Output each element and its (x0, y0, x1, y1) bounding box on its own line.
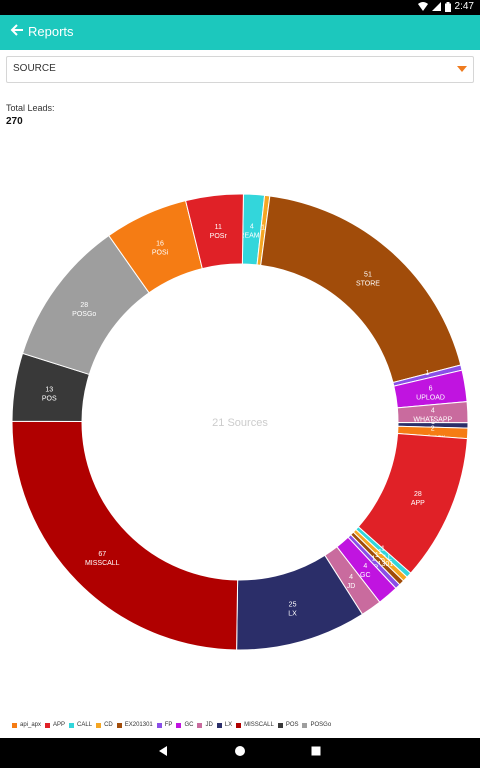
back-triangle-icon (157, 744, 169, 762)
legend-item: GC (176, 722, 193, 728)
legend-label: LX (224, 722, 233, 728)
slice-value-label: 1 (261, 224, 265, 231)
legend-item: POSGo (302, 722, 331, 728)
slice-value-label: 1 (381, 546, 385, 553)
donut-chart: 4REAMS151STORE1SU6UPLOAD4WHATSAPP12api_a… (11, 193, 469, 651)
recents-square-icon (310, 744, 322, 762)
slice-value-label: 13 (45, 386, 53, 393)
legend-item: APP (45, 722, 65, 728)
slice-name-label: JD (347, 583, 356, 590)
slice-value-label: 1 (431, 419, 435, 426)
legend-label: JD (205, 722, 213, 728)
slice-value-label: 4 (363, 563, 367, 570)
slice-value-label: 51 (364, 272, 372, 279)
legend-swatch (236, 722, 242, 728)
legend-item: POS (277, 722, 299, 728)
legend-swatch (302, 722, 308, 728)
slice-value-label: 4 (349, 574, 353, 581)
status-time: 2:47 (454, 1, 474, 12)
legend-item: EX201301 (116, 722, 153, 728)
slice-value-label: 4 (250, 223, 254, 230)
slice-value-label: 4 (431, 408, 435, 415)
dropdown-value: SOURCE (13, 63, 56, 74)
legend-label: EX201301 (124, 722, 153, 728)
nav-back-button[interactable] (155, 745, 171, 761)
slice-value-label: 16 (156, 240, 164, 247)
legend-item: LX (216, 722, 233, 728)
app-bar: Reports (0, 15, 480, 50)
legend-item: JD (197, 722, 213, 728)
slice-value-label: 28 (80, 302, 88, 309)
back-button[interactable] (4, 19, 30, 45)
legend-label: CD (104, 722, 113, 728)
legend-swatch (277, 722, 283, 728)
status-icons: 2:47 (417, 1, 474, 12)
legend-swatch (197, 722, 203, 728)
arrow-left-icon (10, 23, 24, 42)
slice-value-label: 28 (414, 491, 422, 498)
status-bar: 2:47 (0, 0, 480, 15)
slice-name-label: POSi (152, 249, 169, 256)
slice-name-label: APP (411, 500, 425, 507)
legend-label: GC (184, 722, 194, 728)
total-leads-value: 270 (6, 116, 23, 127)
slice-name-label: POSr (210, 233, 228, 240)
legend-label: POS (285, 722, 299, 728)
legend-label: MISSCALL (244, 722, 274, 728)
slice-misscall[interactable] (11, 420, 239, 651)
home-circle-icon (234, 744, 246, 762)
legend-label: POSGo (310, 722, 332, 728)
legend-item: CALL (69, 722, 92, 728)
legend-swatch (176, 722, 182, 728)
total-leads-label: Total Leads: (6, 103, 55, 113)
slice-name-label: UPLOAD (416, 394, 445, 401)
caret-down-icon (457, 66, 467, 72)
signal-icon (431, 2, 441, 11)
slice-value-label: 11 (215, 224, 222, 231)
legend-label: CALL (77, 722, 93, 728)
source-dropdown[interactable]: SOURCE (6, 56, 474, 83)
donut-center-label: 21 Sources (212, 417, 268, 429)
navigation-bar (0, 738, 480, 768)
legend-swatch (12, 722, 17, 728)
slice-name-label: POSGo (72, 311, 96, 318)
legend-swatch (96, 722, 102, 728)
slice-name-label: WHATSAPP (413, 417, 452, 424)
legend-swatch (156, 722, 162, 728)
legend-item: api_apx (12, 722, 41, 728)
slice-value-label: 1 (375, 552, 379, 559)
legend-swatch (45, 722, 51, 728)
wifi-icon (417, 2, 428, 11)
slice-value-label: 6 (429, 385, 433, 392)
slice-name-label: REAMS (239, 232, 264, 239)
nav-recents-button[interactable] (308, 745, 324, 761)
slice-name-label: GC (360, 572, 371, 579)
chart-legend: api_apx APP CALL CD EX201301 FP GC JD LX MISSCALL… (12, 722, 472, 728)
legend-label: APP (53, 722, 66, 728)
legend-swatch (69, 722, 75, 728)
slice-posr[interactable] (184, 193, 244, 270)
slice-value-label: 1 (425, 370, 429, 377)
legend-item: FP (156, 722, 173, 728)
slice-value-label: 67 (98, 551, 106, 558)
slice-name-label: LX (288, 611, 297, 618)
legend-label: api_apx (20, 722, 42, 728)
slice-value-label: 1 (378, 549, 382, 556)
legend-item: MISSCALL (236, 722, 274, 728)
slice-name-label: POS (42, 395, 57, 402)
slice-name-label: MISSCALL (85, 560, 120, 567)
slice-store[interactable] (260, 195, 462, 384)
nav-home-button[interactable] (232, 745, 248, 761)
battery-icon (444, 1, 451, 12)
legend-swatch (116, 722, 122, 728)
slice-value-label: 1 (372, 555, 376, 562)
slice-name-label: STORE (356, 281, 380, 288)
slice-value-label: 2 (431, 426, 435, 433)
legend-swatch (216, 722, 222, 728)
legend-item: CD (96, 722, 113, 728)
page-title: Reports (28, 24, 74, 39)
legend-label: FP (164, 722, 173, 728)
slice-value-label: 25 (289, 602, 297, 609)
